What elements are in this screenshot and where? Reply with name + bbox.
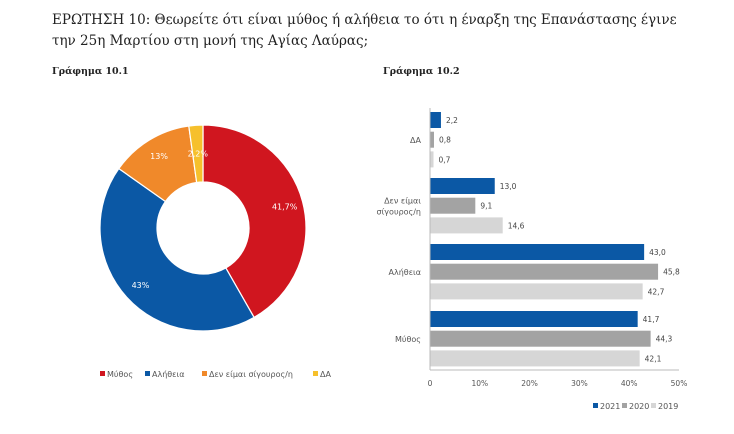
bar-legend-label-2021: 2021 [600,402,620,411]
legend-label-2: Δεν είμαι σίγουρος/η [209,370,293,379]
pie-label-3: 2,2% [188,150,209,159]
bar-label-2019-3: 42,1 [645,354,662,363]
bar-2020-3 [430,330,651,347]
bar-legend-swatch-2020 [622,403,627,408]
bar-label-2020-1: 9,1 [480,202,492,211]
pie-slice-3 [188,124,204,184]
bar-label-2020-2: 45,8 [663,268,680,277]
bar-legend-swatch-2021 [593,403,598,408]
bar-2019-1 [430,217,503,234]
category-label-1: Δεν είμαι [384,197,421,206]
bar-2020-1 [430,197,476,214]
pie-label-0: 41,7% [272,202,298,211]
legend-swatch-2 [202,371,207,376]
category-label-1: σίγουρος/η [377,208,421,217]
x-tick-label: 10% [471,379,488,388]
bar-label-2020-3: 44,3 [656,335,673,344]
bar-label-2019-2: 42,7 [648,287,665,296]
x-tick-label: 20% [521,379,538,388]
bar-2019-0 [430,151,434,168]
legend-swatch-1 [145,371,150,376]
bar-2019-2 [430,283,643,300]
x-tick-label: 30% [571,379,588,388]
bar-label-2021-2: 43,0 [649,248,666,257]
bar-label-2020-0: 0,8 [439,136,451,145]
chart-10-1-title: Γράφημα 10.1 [52,66,129,77]
category-label-2: Αλήθεια [389,268,421,277]
bar-label-2019-1: 14,6 [508,221,525,230]
chart-10-2-title: Γράφημα 10.2 [383,66,460,77]
bar-legend-label-2019: 2019 [658,402,678,411]
bar-2019-3 [430,350,640,367]
category-label-0: ΔΑ [410,136,421,145]
bar-2021-0 [430,112,441,128]
pie-slice-1 [99,167,255,332]
legend-swatch-3 [313,371,318,376]
x-tick-label: 50% [671,379,688,388]
pie-slice-0 [202,124,307,319]
legend-label-1: Αλήθεια [152,370,184,379]
bar-label-2019-0: 0,7 [438,155,450,164]
x-tick-label: 0 [428,379,433,388]
bar-2021-2 [430,244,645,260]
question-title: ΕΡΩΤΗΣΗ 10: Θεωρείτε ότι είναι μύθος ή α… [52,12,677,49]
bar-2020-2 [430,263,659,280]
x-tick-label: 40% [621,379,638,388]
bar-label-2021-3: 41,7 [643,315,660,324]
category-label-3: Μύθος [395,334,421,344]
bar-2020-0 [430,131,434,148]
legend-swatch-0 [100,371,105,376]
legend-label-0: Μύθος [107,369,133,379]
pie-label-2: 13% [150,152,168,161]
bar-2021-1 [430,178,495,194]
bar-2021-3 [430,311,638,327]
bar-legend-swatch-2019 [651,403,656,408]
bar-label-2021-1: 13,0 [500,182,517,191]
legend-label-3: ΔΑ [320,370,331,379]
bar-legend-label-2020: 2020 [629,402,649,411]
pie-label-1: 43% [132,281,150,290]
bar-label-2021-0: 2,2 [446,116,458,125]
